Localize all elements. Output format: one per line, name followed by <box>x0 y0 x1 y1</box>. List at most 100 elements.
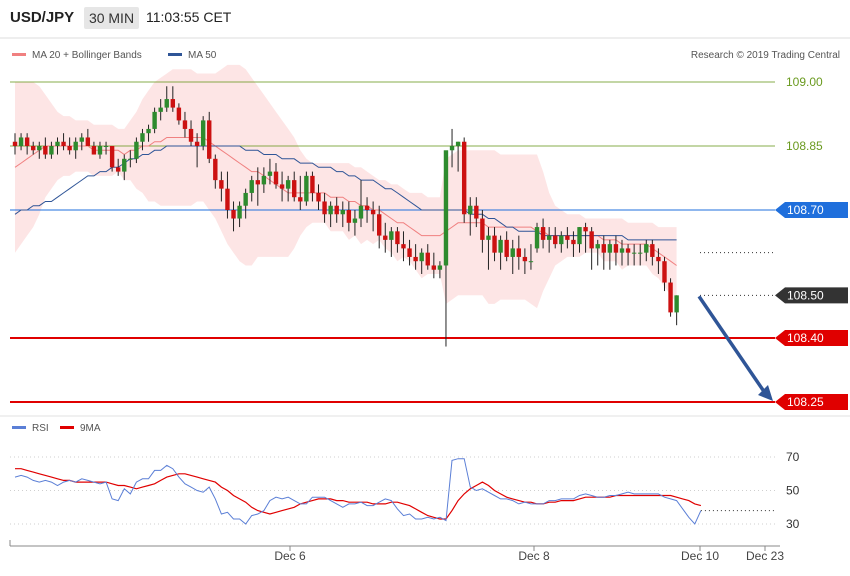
rsi-ma-swatch <box>60 425 74 429</box>
candle-body <box>73 141 78 151</box>
rsi-tick-70: 70 <box>786 450 800 464</box>
candle-body <box>194 141 200 146</box>
candle-body <box>370 210 376 215</box>
legend-ma50-label: MA 50 <box>188 50 217 61</box>
candle-body <box>225 188 230 210</box>
candle-body <box>650 244 655 257</box>
forecast-arrow-shaft <box>697 295 767 394</box>
candle-body <box>237 205 242 219</box>
legend-bollinger-label: MA 20 + Bollinger Bands <box>32 50 142 61</box>
candle-body <box>310 175 315 193</box>
legend-ma50: MA 50 <box>168 50 216 61</box>
candle-body <box>231 210 236 219</box>
legend-rsi-label: RSI <box>32 423 49 434</box>
candle-body <box>213 158 218 181</box>
rsi-ma-line <box>15 468 702 520</box>
rsi-swatch <box>12 425 26 429</box>
candle-body <box>613 244 619 253</box>
candle-body <box>395 231 400 245</box>
candle-body <box>352 218 358 223</box>
candle-body <box>559 235 564 245</box>
candle-body <box>322 201 327 215</box>
candle-body <box>67 146 72 151</box>
candle-body <box>170 99 176 108</box>
candle-body <box>109 146 115 168</box>
candle-body <box>304 175 309 202</box>
x-tick-label-dec-23: Dec 23 <box>746 549 784 563</box>
level-tag-108-40 <box>775 330 848 346</box>
timestamp-label: 11:03:55 CET <box>146 9 232 25</box>
candle-body <box>389 231 394 240</box>
candle-body <box>219 180 224 189</box>
candle-body <box>346 210 352 223</box>
candle-body <box>407 248 412 257</box>
candle-body <box>625 248 631 253</box>
candle-body <box>492 235 497 253</box>
candle-body <box>152 111 157 129</box>
candle-body <box>49 146 54 155</box>
level-tag-108-25 <box>775 394 848 410</box>
x-tick-label-dec-6: Dec 6 <box>274 549 306 563</box>
candle-body <box>419 252 424 262</box>
legend-rsi-ma-label: 9MA <box>80 423 101 434</box>
credit-label: Research © 2019 Trading Central <box>690 50 840 61</box>
level-label-108-70: 108.70 <box>787 203 824 217</box>
candle-body <box>115 167 121 172</box>
candle-body <box>85 137 91 146</box>
bollinger-band-fill <box>15 64 677 309</box>
candle-body <box>358 205 364 219</box>
level-label-108-25: 108.25 <box>787 395 824 409</box>
candle-body <box>31 146 36 151</box>
candle-body <box>328 205 333 215</box>
candle-body <box>55 141 60 146</box>
bollinger-swatch <box>12 52 26 56</box>
candle-body <box>431 265 437 270</box>
candle-body <box>273 171 279 185</box>
candle-body <box>601 244 606 253</box>
candle-body <box>546 235 552 240</box>
candle-body <box>279 184 285 189</box>
candle-body <box>207 120 212 159</box>
candle-body <box>334 205 339 215</box>
candle-body <box>504 239 509 257</box>
candle-body <box>285 180 291 189</box>
timeframe-badge[interactable]: 30 MIN <box>84 7 139 29</box>
candle-body <box>261 175 267 185</box>
candle-body <box>200 120 206 146</box>
candle-body <box>377 214 382 236</box>
ma50-swatch <box>168 52 182 56</box>
candle-body <box>589 231 594 249</box>
candle-body <box>522 256 528 262</box>
candle-body <box>662 261 667 283</box>
candle-body <box>449 146 455 151</box>
candle-body <box>656 256 661 262</box>
candle-body <box>18 137 24 146</box>
candle-body <box>619 248 625 253</box>
candle-body <box>24 137 30 146</box>
candle-body <box>188 128 194 142</box>
candle-body <box>316 192 321 202</box>
forecast-arrow-head <box>758 385 773 401</box>
x-tick-label-dec-8: Dec 8 <box>518 549 550 563</box>
candle-body <box>340 210 345 215</box>
candle-body <box>122 158 127 172</box>
candle-body <box>413 256 418 262</box>
candle-body <box>158 107 163 112</box>
candle-body <box>182 120 188 129</box>
candle-body <box>595 244 600 249</box>
candle-body <box>134 141 139 159</box>
candle-body <box>461 141 467 215</box>
legend-bollinger: MA 20 + Bollinger Bands <box>12 50 142 61</box>
candle-body <box>249 180 254 193</box>
candle-body <box>668 282 673 313</box>
level-label-108-40: 108.40 <box>787 331 824 345</box>
level-label-108-85: 108.85 <box>786 139 823 153</box>
candle-body <box>128 158 133 160</box>
candle-body <box>425 252 430 266</box>
candle-body <box>12 141 18 146</box>
candle-body <box>486 235 491 240</box>
rsi-tick-50: 50 <box>786 484 800 498</box>
candle-body <box>243 192 248 206</box>
candle-body <box>255 180 260 185</box>
